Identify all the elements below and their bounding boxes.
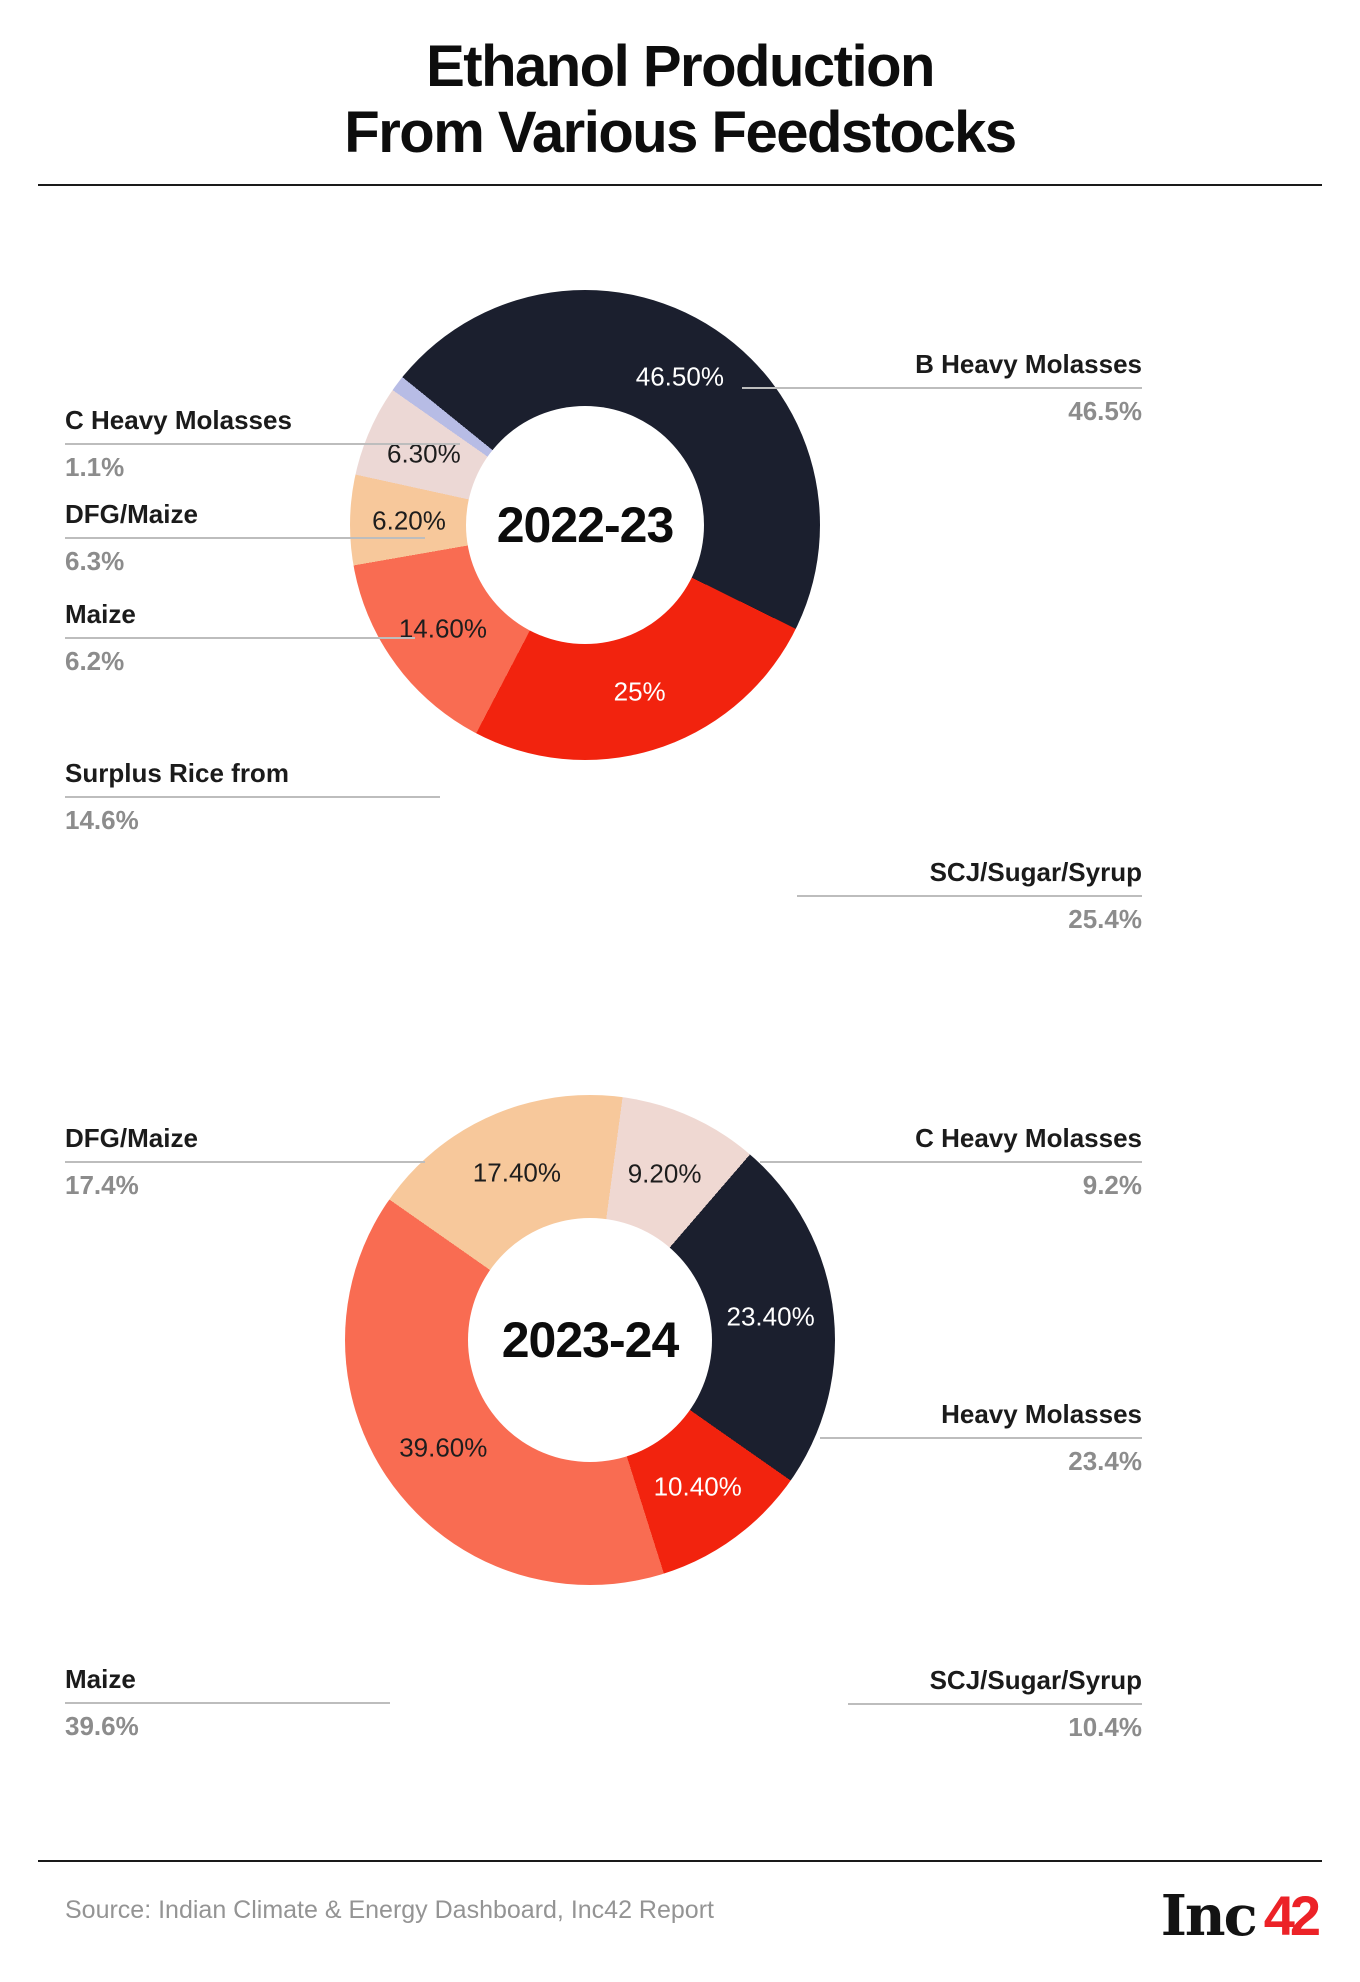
callout-2022-23-c-heavy-molasses: C Heavy Molasses 1.1%: [65, 405, 460, 482]
donut-hole-2022-23: 2022-23: [466, 406, 704, 644]
slice-value-label-2023-24-dfg-maize: 17.40%: [472, 1157, 561, 1188]
callout-percentage: 6.2%: [65, 646, 125, 676]
slice-value-label-2022-23-b-heavy-molasses: 46.50%: [635, 361, 724, 392]
slice-value-label-2023-24-c-heavy-molasses: 9.20%: [627, 1158, 702, 1189]
donut-ring-2023-24: 2023-24: [345, 1095, 835, 1585]
inc42-logo-42: 42: [1263, 1884, 1321, 1947]
callout-2022-23-surplus-rice-from: Surplus Rice from 14.6%: [65, 758, 440, 835]
callout-percentage: 9.2%: [1082, 1170, 1142, 1200]
page-title-line-2: From Various Feedstocks: [344, 100, 1017, 165]
callout-percentage: 23.4%: [1068, 1446, 1142, 1476]
page-title: Ethanol Production From Various Feedstoc…: [0, 34, 1360, 166]
center-year-label-2022-23: 2022-23: [496, 497, 674, 553]
callout-percentage: 25.4%: [1068, 904, 1142, 934]
callout-label: Surplus Rice from: [65, 758, 440, 798]
callout-percentage: 10.4%: [1068, 1712, 1142, 1742]
callout-percentage: 17.4%: [65, 1170, 139, 1200]
slice-value-label-2023-24-scj-sugar-syrup: 10.40%: [653, 1471, 742, 1502]
callout-2023-24-scj-sugar-syrup: SCJ/Sugar/Syrup 10.4%: [848, 1665, 1142, 1742]
callout-label: SCJ/Sugar/Syrup: [848, 1665, 1142, 1705]
slice-value-label-2023-24-maize: 39.60%: [399, 1432, 488, 1463]
callout-label: DFG/Maize: [65, 1123, 425, 1163]
donut-hole-2023-24: 2023-24: [468, 1218, 712, 1462]
callout-label: B Heavy Molasses: [742, 349, 1142, 389]
callout-2023-24-heavy-molasses: Heavy Molasses 23.4%: [820, 1399, 1142, 1476]
footer-divider: [38, 1860, 1322, 1862]
donut-ring-2022-23: 2022-23: [350, 290, 820, 760]
callout-2022-23-dfg-maize: DFG/Maize 6.3%: [65, 499, 425, 576]
inc42-logo-inc: Inc: [1160, 1883, 1258, 1949]
callout-2022-23-scj-sugar-syrup: SCJ/Sugar/Syrup 25.4%: [797, 857, 1142, 934]
inc42-logo: Inc 42: [1160, 1883, 1321, 1949]
callout-percentage: 46.5%: [1068, 396, 1142, 426]
callout-2023-24-c-heavy-molasses: C Heavy Molasses 9.2%: [760, 1123, 1142, 1200]
center-year-label-2023-24: 2023-24: [501, 1312, 679, 1368]
callout-2022-23-b-heavy-molasses: B Heavy Molasses 46.5%: [742, 349, 1142, 426]
slice-value-label-2022-23-scj-sugar-syrup: 25%: [613, 676, 666, 707]
callout-percentage: 14.6%: [65, 805, 139, 835]
callout-label: Maize: [65, 599, 415, 639]
callout-label: Heavy Molasses: [820, 1399, 1142, 1439]
callout-label: DFG/Maize: [65, 499, 425, 539]
callout-2022-23-maize: Maize 6.2%: [65, 599, 415, 676]
source-attribution: Source: Indian Climate & Energy Dashboar…: [65, 1896, 714, 1924]
callout-percentage: 1.1%: [65, 452, 125, 482]
callout-label: Maize: [65, 1664, 390, 1704]
callout-2023-24-dfg-maize: DFG/Maize 17.4%: [65, 1123, 425, 1200]
callout-label: C Heavy Molasses: [760, 1123, 1142, 1163]
callout-label: SCJ/Sugar/Syrup: [797, 857, 1142, 897]
page-title-line-1: Ethanol Production: [426, 34, 935, 99]
callout-percentage: 6.3%: [65, 546, 125, 576]
slice-value-label-2023-24-heavy-molasses: 23.40%: [726, 1301, 815, 1332]
callout-2023-24-maize: Maize 39.6%: [65, 1664, 390, 1741]
callout-percentage: 39.6%: [65, 1711, 139, 1741]
header-divider: [38, 184, 1322, 186]
slice-value-label-2022-23-maize: 6.20%: [372, 505, 446, 536]
callout-label: C Heavy Molasses: [65, 405, 460, 445]
